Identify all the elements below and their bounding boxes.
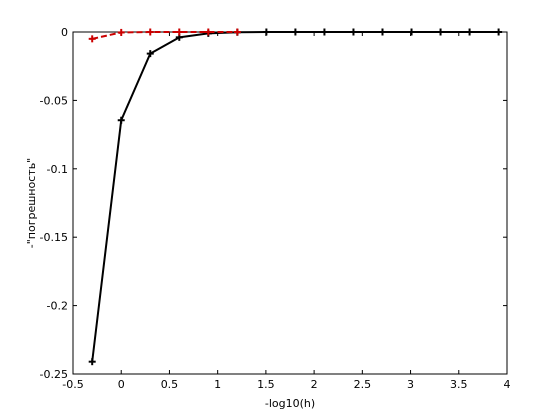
series-2 (88, 28, 241, 43)
data-point (146, 50, 154, 58)
data-point (320, 28, 328, 36)
plot-area (72, 31, 508, 375)
data-point (291, 28, 299, 36)
data-point (117, 116, 125, 124)
data-point (466, 28, 474, 36)
data-point (88, 358, 96, 366)
data-point (349, 28, 357, 36)
x-tick-label: 1 (214, 378, 221, 391)
data-point (233, 28, 241, 36)
x-tick-label: 0.5 (161, 378, 179, 391)
x-tick-label: -0.5 (62, 378, 83, 391)
y-tick-label: -0.1 (47, 163, 68, 176)
data-point (437, 28, 445, 36)
data-point (262, 28, 270, 36)
series-layer (88, 28, 503, 366)
data-point (88, 35, 96, 43)
data-point (204, 28, 212, 36)
x-tick-label: 1.5 (257, 378, 275, 391)
data-point (146, 28, 154, 36)
ticks: -0.5 0 0.5 1 1.5 2 2.5 3 3.5 4 -0.25 -0.2 -0.15 -0.1 -… (40, 26, 511, 391)
data-point (378, 28, 386, 36)
y-tick-label: -0.25 (40, 368, 68, 381)
x-tick-label: 2.5 (354, 378, 372, 391)
x-tick-label: 2 (311, 378, 318, 391)
y-tick-label: -0.2 (47, 300, 68, 313)
x-tick-label: 0 (118, 378, 125, 391)
x-tick-label: 3 (407, 378, 414, 391)
y-tick-label: -0.05 (40, 94, 68, 107)
data-point (117, 28, 125, 36)
data-point (495, 28, 503, 36)
y-axis-label: -"погрешность" (25, 158, 38, 248)
series-1 (88, 28, 503, 366)
y-tick-label: -0.15 (40, 231, 68, 244)
y-tick-label: 0 (61, 26, 68, 39)
x-axis-label: -log10(h) (265, 397, 315, 410)
data-point (408, 28, 416, 36)
series-line (91, 31, 238, 40)
x-tick-label: 4 (504, 378, 511, 391)
data-point (175, 28, 183, 36)
x-tick-label: 3.5 (450, 378, 468, 391)
